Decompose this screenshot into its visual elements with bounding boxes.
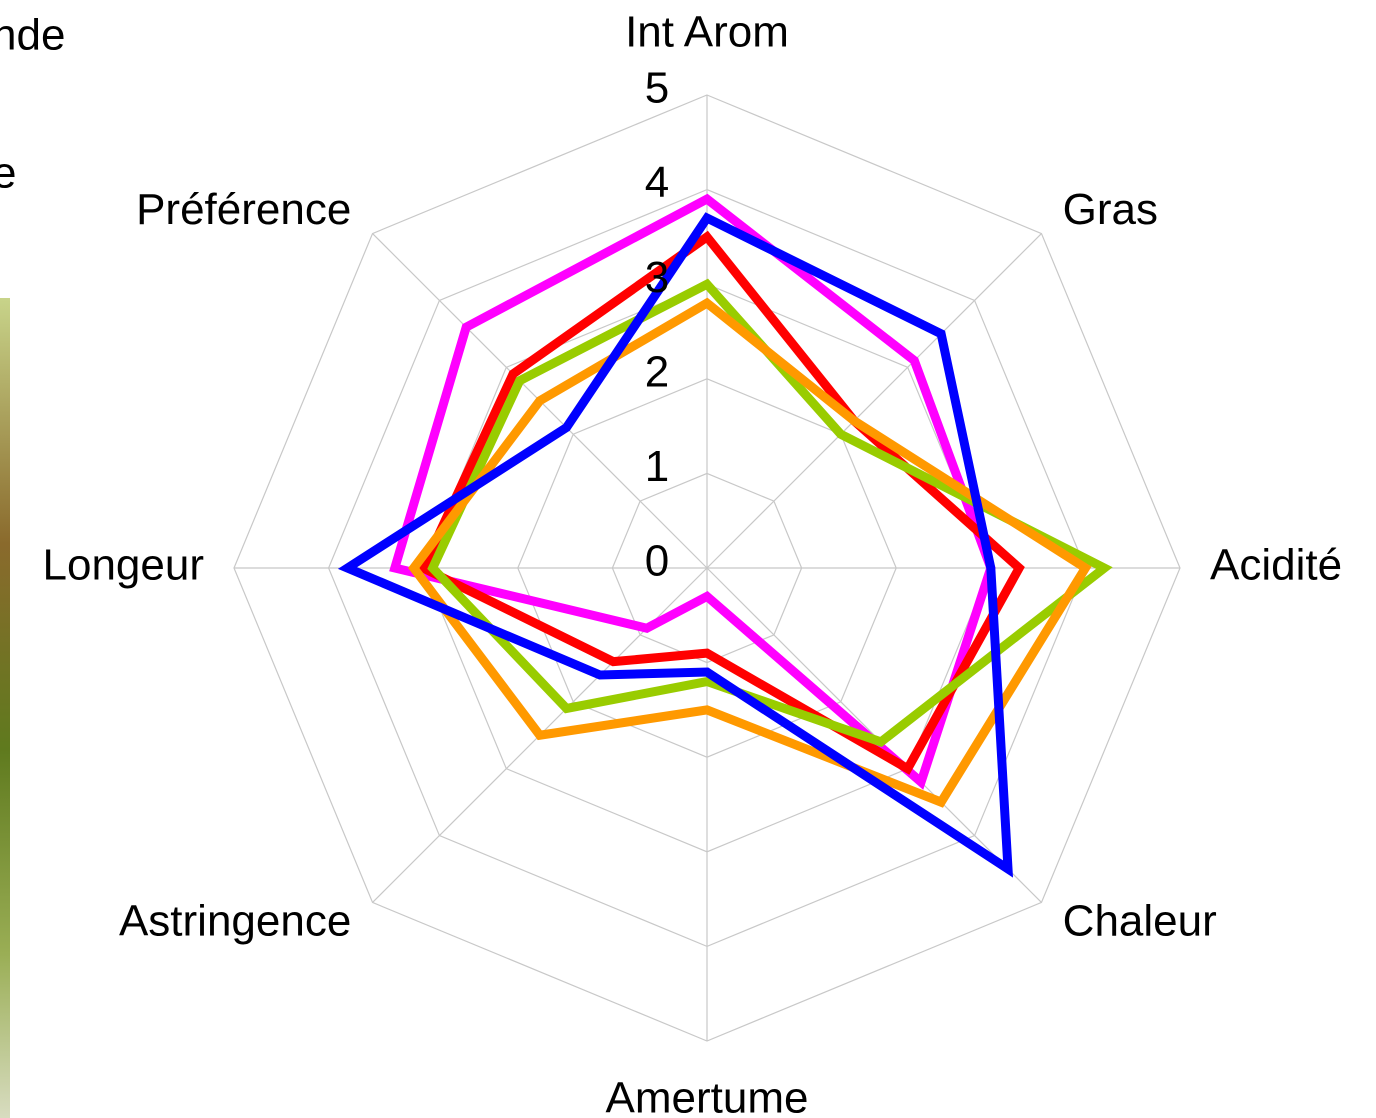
axis-label: Int Arom: [625, 8, 789, 57]
r-tick-label: 3: [645, 253, 669, 302]
r-tick-label: 2: [645, 347, 669, 396]
cropped-text: e: [0, 149, 16, 198]
cropped-text: nde: [0, 11, 65, 60]
chart: nde e 0 1 2 3 4 5 Int Arom Gras Acidité Chaleur Am…: [0, 0, 1376, 1118]
axis-label: Longeur: [43, 541, 204, 590]
spoke: [707, 234, 1041, 568]
r-tick-label: 1: [645, 442, 669, 491]
axis-label: Chaleur: [1063, 896, 1217, 945]
axis-label: Amertume: [606, 1074, 809, 1118]
r-tick-label: 4: [645, 158, 669, 207]
background-image-strip: [0, 298, 10, 1118]
r-tick-label: 5: [645, 64, 669, 113]
axis-label: Acidité: [1210, 541, 1342, 590]
r-tick-label: 0: [645, 537, 669, 586]
axis-label: Préférence: [136, 185, 351, 234]
axis-label: Astringence: [119, 896, 351, 945]
axis-label: Gras: [1063, 185, 1158, 234]
